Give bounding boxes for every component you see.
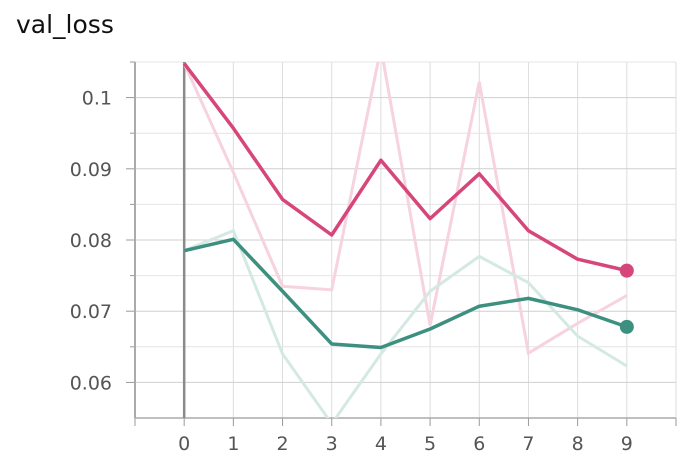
tick-labels: 0 1 2 3 4 5 6 7 8 9 0.06 0.07 0.08 0.09 0.1: [70, 88, 633, 455]
x-tick-label: 1: [227, 433, 239, 455]
x-tick-label: 2: [276, 433, 288, 455]
series-1-end-marker: [619, 319, 634, 334]
axes: [126, 61, 677, 426]
x-tick-label: 7: [522, 433, 534, 455]
x-tick-label: 0: [178, 433, 190, 455]
x-tick-label: 8: [572, 433, 584, 455]
y-tick-label: 0.07: [70, 301, 112, 323]
y-tick-label: 0.08: [70, 230, 112, 252]
y-tick-label: 0.06: [70, 372, 112, 394]
x-tick-label: 5: [424, 433, 436, 455]
y-tick-label: 0.09: [70, 159, 112, 181]
series-0-end-marker: [619, 263, 634, 278]
x-tick-label: 9: [621, 433, 633, 455]
smoothed-series-layer: [182, 62, 628, 350]
grid: [134, 61, 677, 418]
x-tick-label: 6: [473, 433, 485, 455]
series-0-smoothed-line: [182, 62, 628, 273]
x-tick-label: 4: [375, 433, 387, 455]
y-tick-label: 0.1: [82, 88, 112, 110]
x-tick-label: 3: [326, 433, 338, 455]
raw-series-layer: [182, 62, 628, 418]
series-0-raw-line: [182, 62, 628, 356]
series-1-raw-line: [183, 228, 628, 418]
end-markers: [619, 263, 634, 334]
chart-title: val_loss: [16, 10, 114, 39]
series-1-smoothed-line: [183, 237, 628, 350]
